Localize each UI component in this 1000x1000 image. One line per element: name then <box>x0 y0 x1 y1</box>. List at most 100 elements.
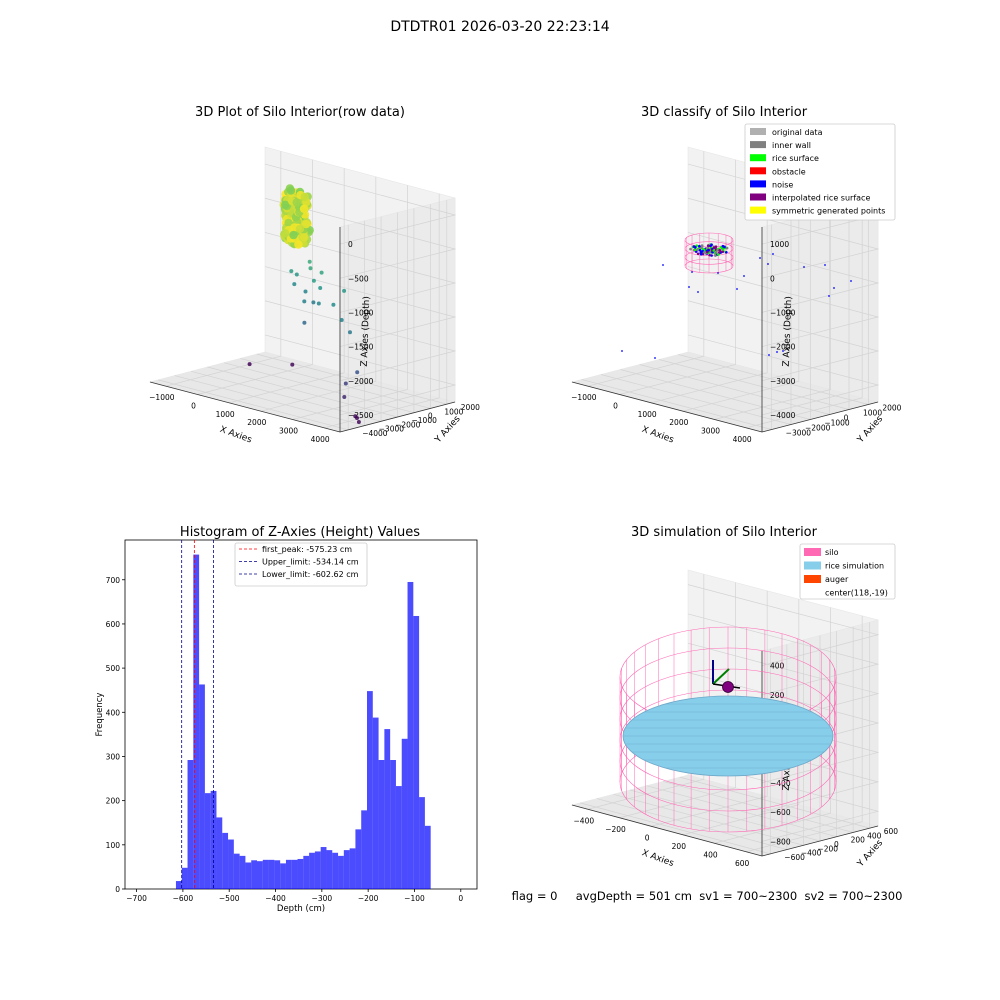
rice-cluster-point <box>300 192 309 202</box>
x-axis-label: X Axies <box>640 425 675 446</box>
x-tick-label: −300 <box>312 894 333 903</box>
panel1-plot: −100001000200030004000200010000−1000−200… <box>148 146 480 446</box>
z-gridline <box>687 300 880 382</box>
classified-point <box>694 248 697 252</box>
classified-point <box>698 248 702 252</box>
panel-classify: 3D classify of Silo Interior −1000010002… <box>570 105 902 446</box>
z-tick-label: −2000 <box>348 377 374 386</box>
histogram-bar <box>395 786 402 889</box>
histogram-bar <box>372 717 379 889</box>
classified-point <box>689 247 692 251</box>
x-axis-line <box>149 381 341 433</box>
data-point <box>307 259 312 264</box>
status-line: flag = 0 avgDepth = 501 cm sv1 = 700~230… <box>512 889 903 903</box>
histogram-bar <box>233 853 240 889</box>
y-axis-line <box>761 825 879 857</box>
y-tick-label: −3000 <box>379 425 405 434</box>
legend-label: rice simulation <box>825 562 884 571</box>
histogram-bar <box>262 859 269 889</box>
noise-point <box>768 354 770 356</box>
classified-point <box>722 248 725 251</box>
panel1-title: 3D Plot of Silo Interior(row data) <box>195 105 405 120</box>
data-point <box>289 269 294 274</box>
legend-label: first_peak: -575.23 cm <box>262 545 352 554</box>
x-tick-label: −200 <box>358 894 379 903</box>
classified-point <box>710 254 713 257</box>
noise-point <box>803 266 805 268</box>
legend-box <box>799 543 896 600</box>
x-gridline <box>165 151 282 387</box>
y-tick-label: 0 <box>115 885 120 894</box>
x-tick-label: 0 <box>613 402 618 411</box>
x-gridline <box>229 168 345 404</box>
x-gridline <box>682 599 800 836</box>
classified-point <box>725 251 728 254</box>
rice-cluster-point <box>294 240 303 249</box>
noise-point <box>850 280 852 282</box>
classified-point <box>721 250 724 254</box>
classified-point <box>696 248 699 251</box>
rice-cluster-point <box>286 186 296 195</box>
noise-point <box>824 264 826 266</box>
data-point <box>292 282 297 287</box>
x-axis-line <box>571 804 763 857</box>
legend-box <box>744 123 896 221</box>
x-tick-label: 600 <box>735 859 750 868</box>
data-point <box>353 414 358 419</box>
x-gridline <box>619 159 736 395</box>
legend-label: Upper_limit: -534.14 cm <box>262 558 359 567</box>
x-axis-line <box>571 381 763 433</box>
z-gridline <box>264 300 457 382</box>
panel3-title: Histogram of Z-Axies (Height) Values <box>180 525 420 540</box>
x-gridline <box>651 590 768 827</box>
noise-point <box>782 350 784 352</box>
classified-point <box>710 243 713 246</box>
classified-point <box>714 245 718 248</box>
legend-label: interpolated rice surface <box>772 194 870 203</box>
z-gridline <box>687 584 880 666</box>
histogram-bar <box>297 858 304 889</box>
histogram-bar <box>355 829 362 889</box>
z-gridline <box>687 266 880 347</box>
z-tick-label: 0 <box>348 240 353 249</box>
y-axis-line <box>339 401 456 433</box>
legend-label: symmetric generated points <box>772 207 885 216</box>
z-tick-label: −400 <box>770 779 791 788</box>
histogram-bar <box>390 760 396 889</box>
x-gridline <box>682 176 800 412</box>
histogram-bar <box>175 881 182 889</box>
x-tick-label: 0 <box>191 402 196 411</box>
histogram-bar <box>193 554 200 889</box>
data-point <box>308 266 313 271</box>
panel2-plot: −100001000200030004000200010000−1000−200… <box>570 123 902 446</box>
legend-swatch <box>750 154 766 162</box>
histogram-bar <box>303 855 310 889</box>
legend-label: noise <box>772 180 793 189</box>
classified-point <box>725 246 729 250</box>
x-tick-label: −200 <box>605 825 626 834</box>
classified-point <box>705 247 709 250</box>
legend-swatch <box>750 167 766 175</box>
data-point <box>348 330 352 335</box>
classified-point <box>700 245 704 249</box>
z-tick-label: 400 <box>770 662 785 671</box>
classified-point <box>701 252 705 256</box>
figure-suptitle: DTDTR01 2026-03-20 22:23:14 <box>390 19 609 35</box>
legend-swatch <box>750 141 766 149</box>
histogram-bar <box>216 817 223 889</box>
x-tick-label: −100 <box>404 894 425 903</box>
z-gridline <box>264 163 457 245</box>
noise-point <box>759 257 761 259</box>
x-tick-label: −400 <box>574 816 595 825</box>
z-tick-label: −4000 <box>770 411 796 420</box>
y-tick-label: −2000 <box>395 420 421 429</box>
x-gridline <box>746 193 863 429</box>
x-gridline <box>587 574 705 810</box>
histogram-bar <box>181 867 188 889</box>
y-tick-label: 600 <box>884 827 899 836</box>
classified-point <box>714 251 718 254</box>
legend-label: inner wall <box>772 141 811 150</box>
noise-point <box>736 288 738 290</box>
z-gridline <box>687 334 880 416</box>
y-axis-label: Frequency <box>95 693 105 737</box>
